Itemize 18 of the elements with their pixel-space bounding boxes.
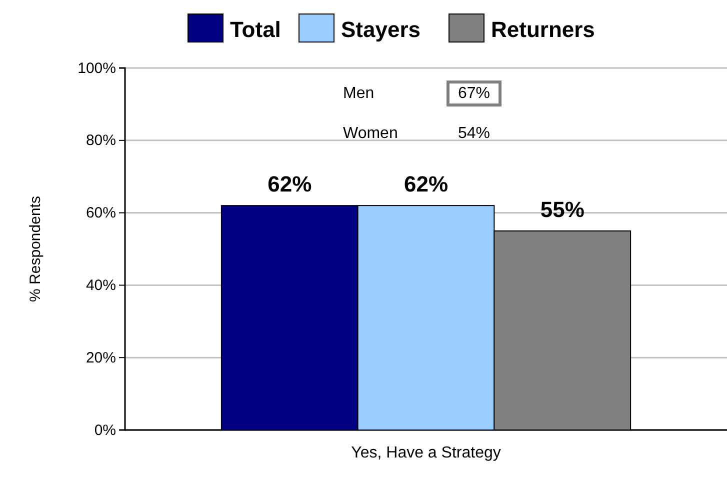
annotation: 54% xyxy=(458,125,490,142)
legend-label: Returners xyxy=(491,17,595,42)
legend-label: Total xyxy=(230,17,281,42)
data-label: 62% xyxy=(404,172,448,197)
data-label: 62% xyxy=(268,172,312,197)
annotation: Women xyxy=(343,125,398,142)
legend-label: Stayers xyxy=(341,17,421,42)
y-tick-label: 20% xyxy=(86,349,116,366)
y-axis-title: % Respondents xyxy=(27,196,44,302)
y-tick-label: 40% xyxy=(86,277,116,294)
annotation: 67% xyxy=(458,85,490,102)
y-tick-label: 0% xyxy=(94,422,116,439)
x-tick-label: Yes, Have a Strategy xyxy=(351,444,501,462)
y-tick-label: 80% xyxy=(86,132,116,150)
y-tick-label: 100% xyxy=(78,60,116,77)
data-label: 55% xyxy=(540,196,584,222)
annotation: Men xyxy=(343,85,374,102)
y-tick-label: 60% xyxy=(86,204,116,222)
